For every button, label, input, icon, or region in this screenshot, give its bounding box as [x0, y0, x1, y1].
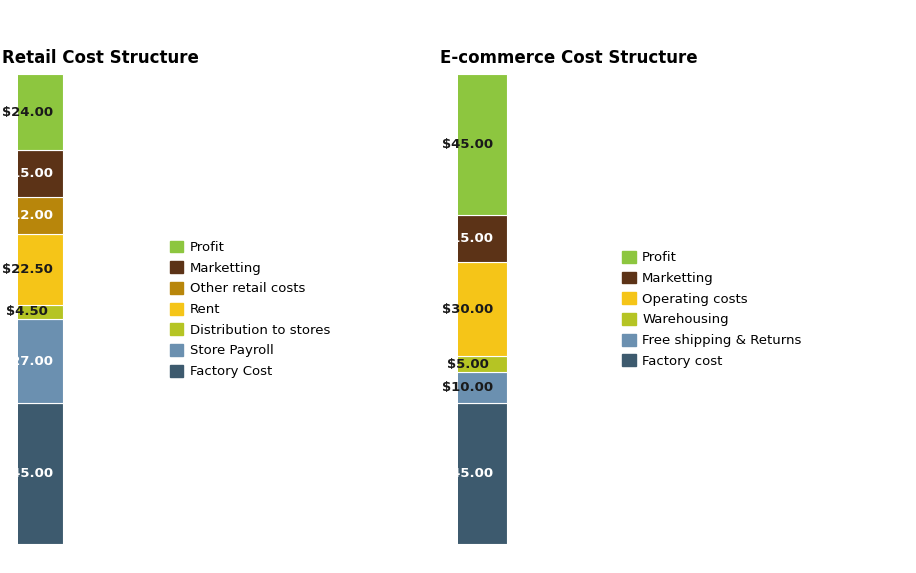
Bar [0, 319, 63, 403]
Text: E-commerce Cost Structure: E-commerce Cost Structure [441, 49, 698, 68]
Text: $15.00: $15.00 [2, 167, 53, 180]
Text: $27.00: $27.00 [2, 355, 53, 368]
Bar [0, 305, 63, 319]
Bar [0, 234, 63, 305]
Text: $30.00: $30.00 [442, 303, 494, 316]
Legend: Profit, Marketting, Operating costs, Warehousing, Free shipping & Returns, Facto: Profit, Marketting, Operating costs, War… [618, 247, 805, 372]
Text: $4.50: $4.50 [6, 305, 49, 318]
Text: $12.00: $12.00 [2, 209, 53, 222]
Text: $5.00: $5.00 [447, 358, 489, 371]
Legend: Profit, Marketting, Other retail costs, Rent, Distribution to stores, Store Payr: Profit, Marketting, Other retail costs, … [166, 237, 334, 382]
Text: $45.00: $45.00 [442, 468, 494, 480]
Text: Retail Cost Structure: Retail Cost Structure [2, 49, 199, 68]
Text: $15.00: $15.00 [442, 233, 494, 245]
Text: $24.00: $24.00 [2, 105, 53, 119]
Bar [429, 372, 507, 403]
Bar [429, 74, 507, 215]
Text: $45.00: $45.00 [442, 139, 494, 151]
Bar [429, 262, 507, 356]
Bar [0, 150, 63, 197]
Bar [429, 403, 507, 544]
Bar [429, 356, 507, 372]
Bar [0, 74, 63, 150]
Text: $10.00: $10.00 [442, 381, 494, 394]
Bar [0, 403, 63, 544]
Text: $22.50: $22.50 [2, 263, 53, 276]
Bar [429, 215, 507, 262]
Bar [0, 197, 63, 234]
Text: $45.00: $45.00 [2, 468, 53, 480]
